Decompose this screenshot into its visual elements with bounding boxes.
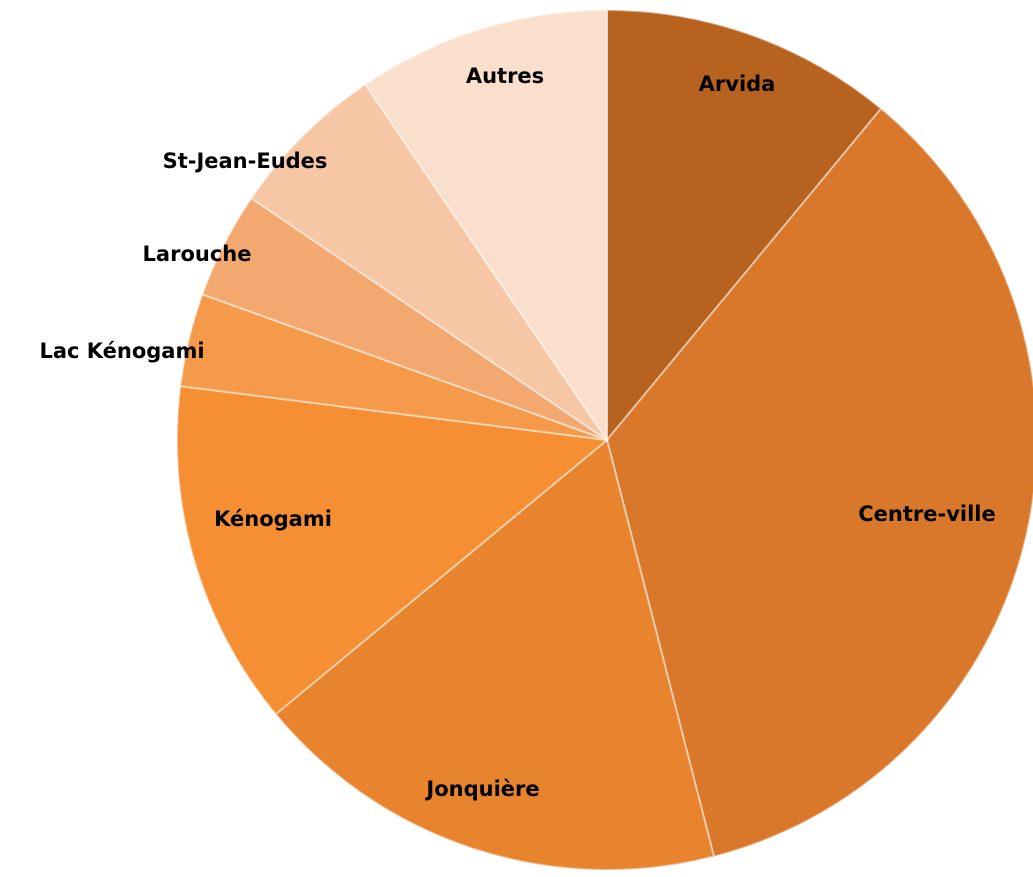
slice-label: St-Jean-Eudes	[163, 149, 328, 173]
pie-slice	[201, 196, 608, 441]
slice-label: Arvida	[699, 72, 776, 96]
pie-slice	[176, 384, 610, 716]
pie-slice	[274, 438, 716, 871]
pie-slice	[605, 107, 1033, 858]
slice-label: Jonquière	[424, 777, 539, 801]
slice-label: Autres	[466, 64, 544, 88]
pie-slice	[249, 82, 608, 441]
pie-slice	[363, 8, 608, 444]
pie-slice	[179, 293, 608, 441]
slice-label: Centre-ville	[858, 502, 995, 526]
slice-label: Larouche	[143, 242, 252, 266]
slice-label: Lac Kénogami	[39, 339, 204, 363]
pie-slice	[606, 8, 883, 443]
slice-label: Kénogami	[214, 507, 332, 531]
